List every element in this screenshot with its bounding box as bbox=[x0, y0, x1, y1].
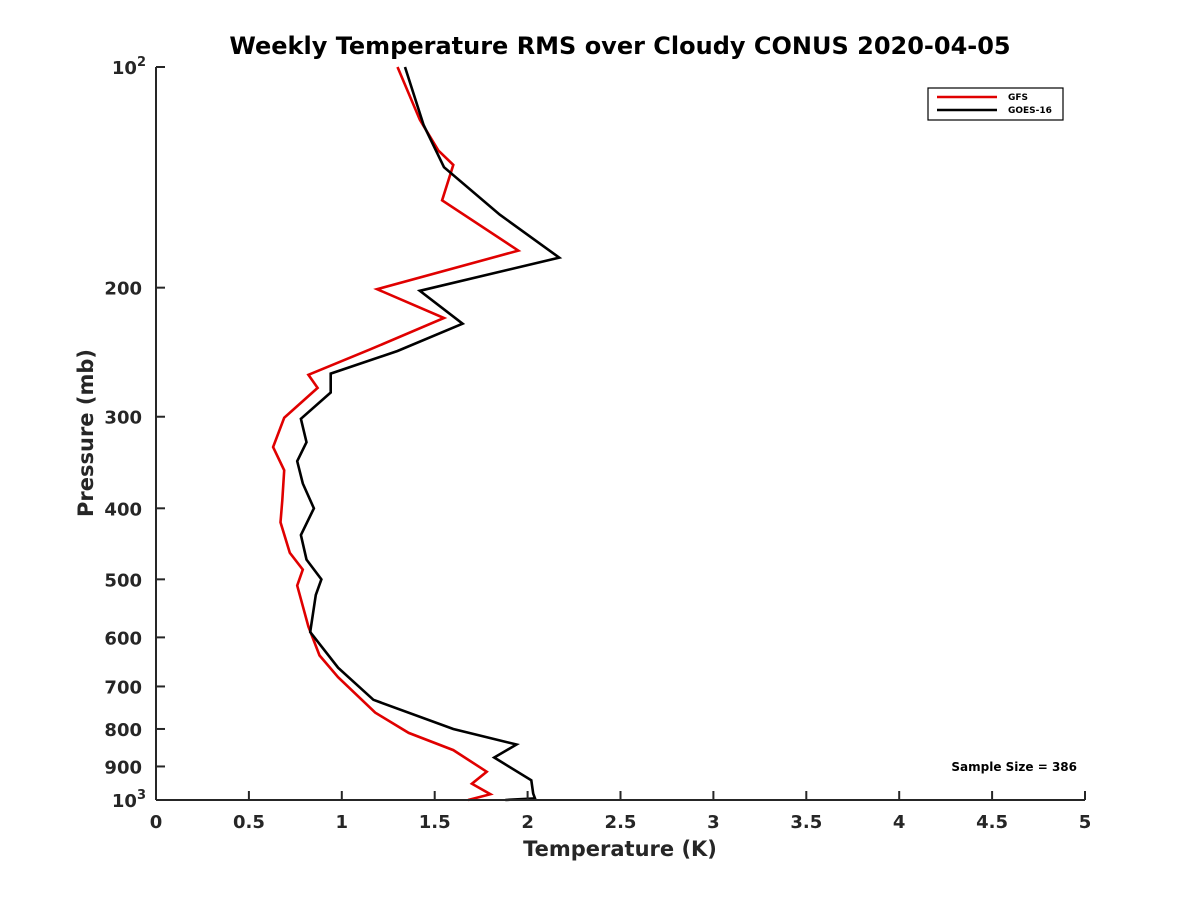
y-tick-label: 900 bbox=[104, 757, 142, 778]
y-tick-label: 500 bbox=[104, 570, 142, 591]
y-tick-label: 600 bbox=[104, 628, 142, 649]
chart-title: Weekly Temperature RMS over Cloudy CONUS… bbox=[229, 32, 1010, 60]
x-tick-label: 0 bbox=[150, 812, 163, 833]
x-tick-group: 0 0.5 1 1.5 2 2.5 3 3.5 4 4.5 5 bbox=[150, 791, 1092, 833]
y-tick-label: 300 bbox=[104, 408, 142, 429]
x-tick-label: 1 bbox=[336, 812, 349, 833]
y-tick-label: 103 bbox=[112, 788, 146, 812]
legend-box bbox=[927, 87, 1064, 121]
x-tick-label: 1.5 bbox=[419, 812, 451, 833]
sample-size-annotation: Sample Size = 386 bbox=[951, 760, 1077, 774]
y-axis-label: Pressure (mb) bbox=[74, 349, 98, 517]
y-tick-label: 102 bbox=[112, 55, 146, 79]
y-tick-label: 200 bbox=[104, 279, 142, 300]
x-tick-label: 3 bbox=[707, 812, 720, 833]
x-tick-label: 2.5 bbox=[605, 812, 637, 833]
y-tick-label: 700 bbox=[104, 677, 142, 698]
x-tick-label: 4 bbox=[893, 812, 906, 833]
x-tick-label: 0.5 bbox=[233, 812, 265, 833]
legend-label-gfs: GFS bbox=[1008, 93, 1028, 103]
series-layer bbox=[271, 66, 563, 802]
series-line-gfs bbox=[271, 66, 522, 802]
plot-area bbox=[156, 67, 1085, 800]
x-tick-label: 2 bbox=[521, 812, 534, 833]
y-tick-label: 800 bbox=[104, 720, 142, 741]
x-tick-label: 4.5 bbox=[976, 812, 1008, 833]
x-tick-label: 3.5 bbox=[790, 812, 822, 833]
series-line-goes-16 bbox=[295, 66, 563, 802]
y-tick-label: 400 bbox=[104, 499, 142, 520]
x-axis-label: Temperature (K) bbox=[523, 837, 717, 861]
y-tick-group: 102 200 300 400 500 600 700 800 900 103 bbox=[104, 55, 165, 812]
x-tick-label: 5 bbox=[1079, 812, 1092, 833]
legend-label-goes16: GOES-16 bbox=[1008, 106, 1052, 116]
legend: GFS GOES-16 bbox=[927, 87, 1064, 121]
